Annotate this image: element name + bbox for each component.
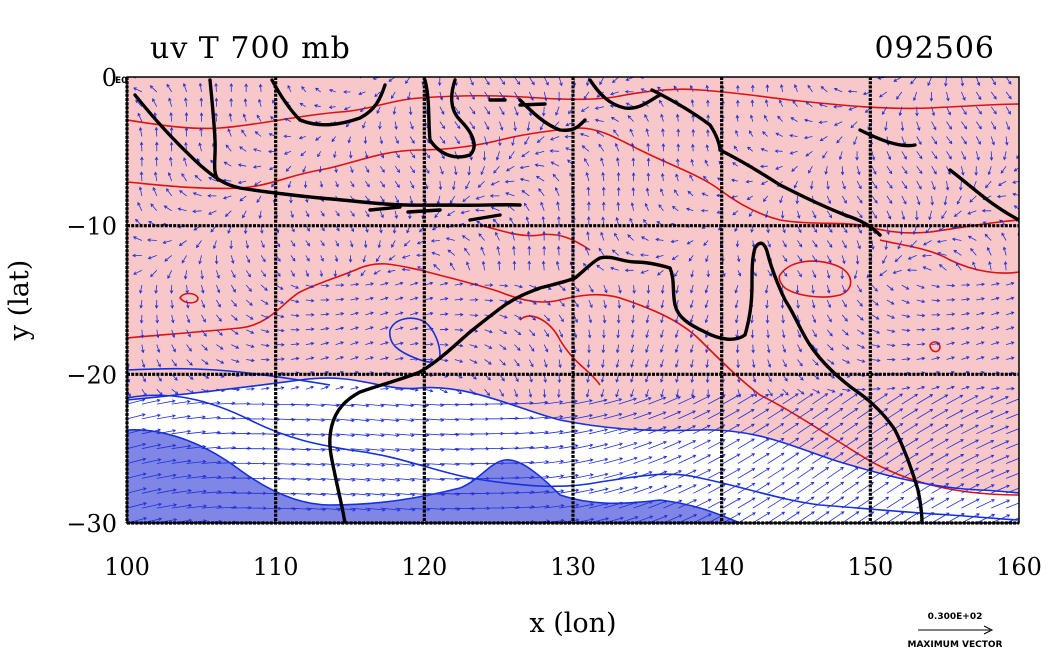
vector-key-label: MAXIMUM VECTOR bbox=[907, 640, 1002, 650]
vector-key-arrowhead bbox=[983, 625, 994, 635]
x-tick-label: 150 bbox=[847, 553, 893, 581]
x-tick-label: 130 bbox=[550, 553, 596, 581]
x-tick-label: 120 bbox=[401, 553, 447, 581]
x-tick-label: 100 bbox=[104, 553, 150, 581]
cool-region bbox=[127, 378, 1019, 523]
plot-frame bbox=[126, 76, 1020, 524]
x-tick-label: 140 bbox=[699, 553, 745, 581]
vector-key: 0.300E+02 MAXIMUM VECTOR bbox=[907, 612, 1002, 650]
x-tick-labels: 100 110 120 130 140 150 160 bbox=[104, 553, 1042, 581]
y-tick-label: −20 bbox=[66, 361, 117, 389]
y-tick-label: −10 bbox=[66, 213, 117, 241]
corner-label: E0 bbox=[115, 76, 127, 86]
title-right: 092506 bbox=[874, 31, 995, 66]
y-tick-label: −30 bbox=[66, 510, 117, 538]
y-tick-labels: 0 −10 −20 −30 bbox=[66, 64, 117, 538]
y-axis-label: y (lat) bbox=[4, 260, 35, 342]
title-left: uv T 700 mb bbox=[150, 31, 351, 66]
x-tick-label: 160 bbox=[996, 553, 1042, 581]
x-tick-label: 110 bbox=[253, 553, 299, 581]
y-tick-label: 0 bbox=[102, 64, 117, 92]
cold-region bbox=[127, 429, 740, 523]
x-axis-label: x (lon) bbox=[529, 608, 616, 639]
vector-key-value: 0.300E+02 bbox=[928, 612, 983, 622]
